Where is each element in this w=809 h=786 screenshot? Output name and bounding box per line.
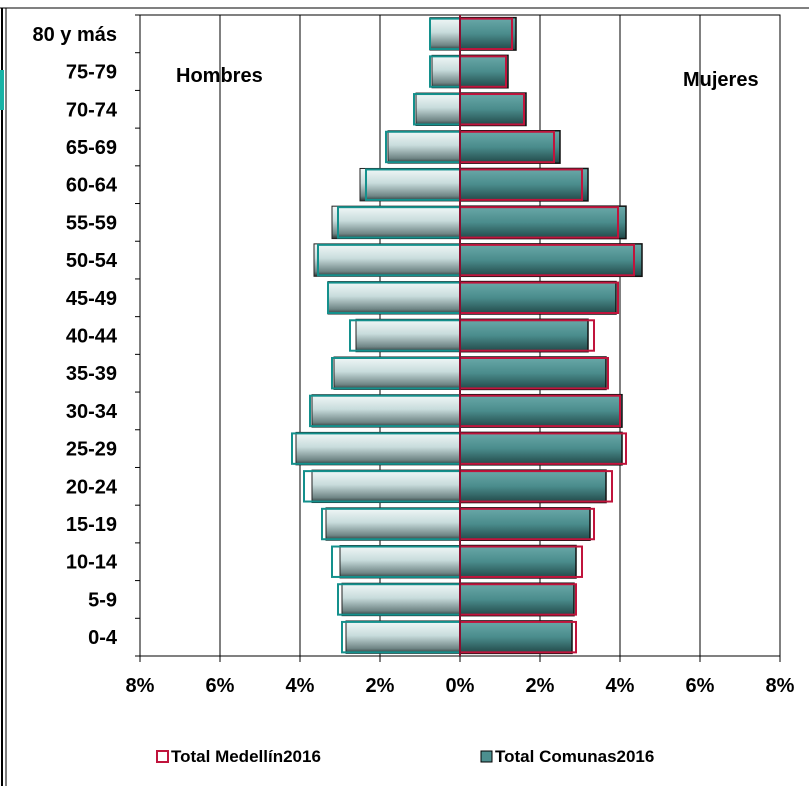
bar-comunas-hombres <box>325 507 461 541</box>
teal-edge-accent <box>0 70 4 110</box>
category-label: 75-79 <box>66 62 117 84</box>
bar-comunas-mujeres <box>459 205 627 240</box>
category-label: 70-74 <box>66 99 118 121</box>
category-label: 80 y más <box>32 24 117 46</box>
category-label: 25-29 <box>66 439 117 461</box>
category-label: 20-24 <box>66 476 118 498</box>
bar-comunas-hombres <box>415 92 461 126</box>
bar-comunas-mujeres <box>459 544 577 579</box>
bar-comunas-hombres <box>313 243 461 277</box>
category-label: 15-19 <box>66 514 117 536</box>
x-tick-label: 8% <box>766 675 795 697</box>
x-tick-label: 2% <box>366 675 395 697</box>
bar-comunas-hombres <box>429 17 461 51</box>
category-label: 60-64 <box>66 175 118 197</box>
bar-comunas-hombres <box>331 205 461 240</box>
bar-comunas-mujeres <box>459 431 623 466</box>
axis-layer: 8% 6% 4% 2% 0% 2% 4% 6% 8% 80 y más 75-79 70-74 65-6… <box>32 14 795 697</box>
bar-comunas-mujeres <box>459 356 607 391</box>
category-label: 30-34 <box>66 401 118 423</box>
bar-comunas-mujeres <box>459 243 643 278</box>
bar-comunas-mujeres <box>459 393 623 428</box>
bar-comunas-hombres <box>339 545 461 579</box>
x-tick-label: 6% <box>206 675 235 697</box>
category-label: 45-49 <box>66 288 117 310</box>
category-label: 35-39 <box>66 363 117 385</box>
bar-comunas-hombres <box>311 469 461 504</box>
bar-comunas-hombres <box>355 318 461 353</box>
category-label: 5-9 <box>88 589 117 611</box>
legend-label-medellin: Total Medellín2016 <box>171 747 321 766</box>
bar-comunas-hombres <box>387 130 461 164</box>
category-label: 55-59 <box>66 212 117 234</box>
bar-comunas-mujeres <box>459 167 589 202</box>
bars-layer <box>295 16 643 655</box>
bar-comunas-mujeres <box>459 92 527 127</box>
legend-swatch-medellin <box>156 750 169 763</box>
side-label-left: Hombres <box>176 65 263 87</box>
bar-comunas-hombres <box>341 582 461 617</box>
bar-comunas-hombres <box>333 356 461 390</box>
category-label: 40-44 <box>66 326 118 348</box>
bar-comunas-mujeres <box>459 16 517 51</box>
legend-label-comunas: Total Comunas2016 <box>495 747 654 766</box>
legend: Total Medellín2016 Total Comunas2016 <box>156 747 654 766</box>
x-tick-label: 6% <box>686 675 715 697</box>
x-tick-label: 8% <box>126 675 155 697</box>
x-tick-label: 4% <box>606 675 635 697</box>
x-tick-label: 0% <box>446 675 475 697</box>
bar-comunas-mujeres <box>459 280 617 315</box>
category-label: 0-4 <box>88 627 118 649</box>
bar-comunas-mujeres <box>459 54 509 89</box>
bar-comunas-hombres <box>295 431 461 466</box>
legend-swatch-comunas <box>480 750 493 763</box>
bar-comunas-mujeres <box>459 582 575 617</box>
bar-comunas-hombres <box>327 281 461 315</box>
bar-comunas-hombres <box>359 167 461 202</box>
bar-comunas-mujeres <box>459 130 561 164</box>
category-label: 10-14 <box>66 552 118 574</box>
side-label-right: Mujeres <box>683 69 759 91</box>
bar-comunas-hombres <box>345 620 461 654</box>
bar-comunas-mujeres <box>459 318 589 353</box>
x-tick-label: 4% <box>286 675 315 697</box>
x-tick-label: 2% <box>526 675 555 697</box>
bar-comunas-mujeres <box>459 469 607 504</box>
bar-comunas-hombres <box>431 54 461 89</box>
bar-comunas-mujeres <box>459 507 591 541</box>
category-label: 50-54 <box>66 250 118 272</box>
bar-comunas-hombres <box>311 394 461 428</box>
bar-comunas-mujeres <box>459 620 573 655</box>
category-label: 65-69 <box>66 137 117 159</box>
